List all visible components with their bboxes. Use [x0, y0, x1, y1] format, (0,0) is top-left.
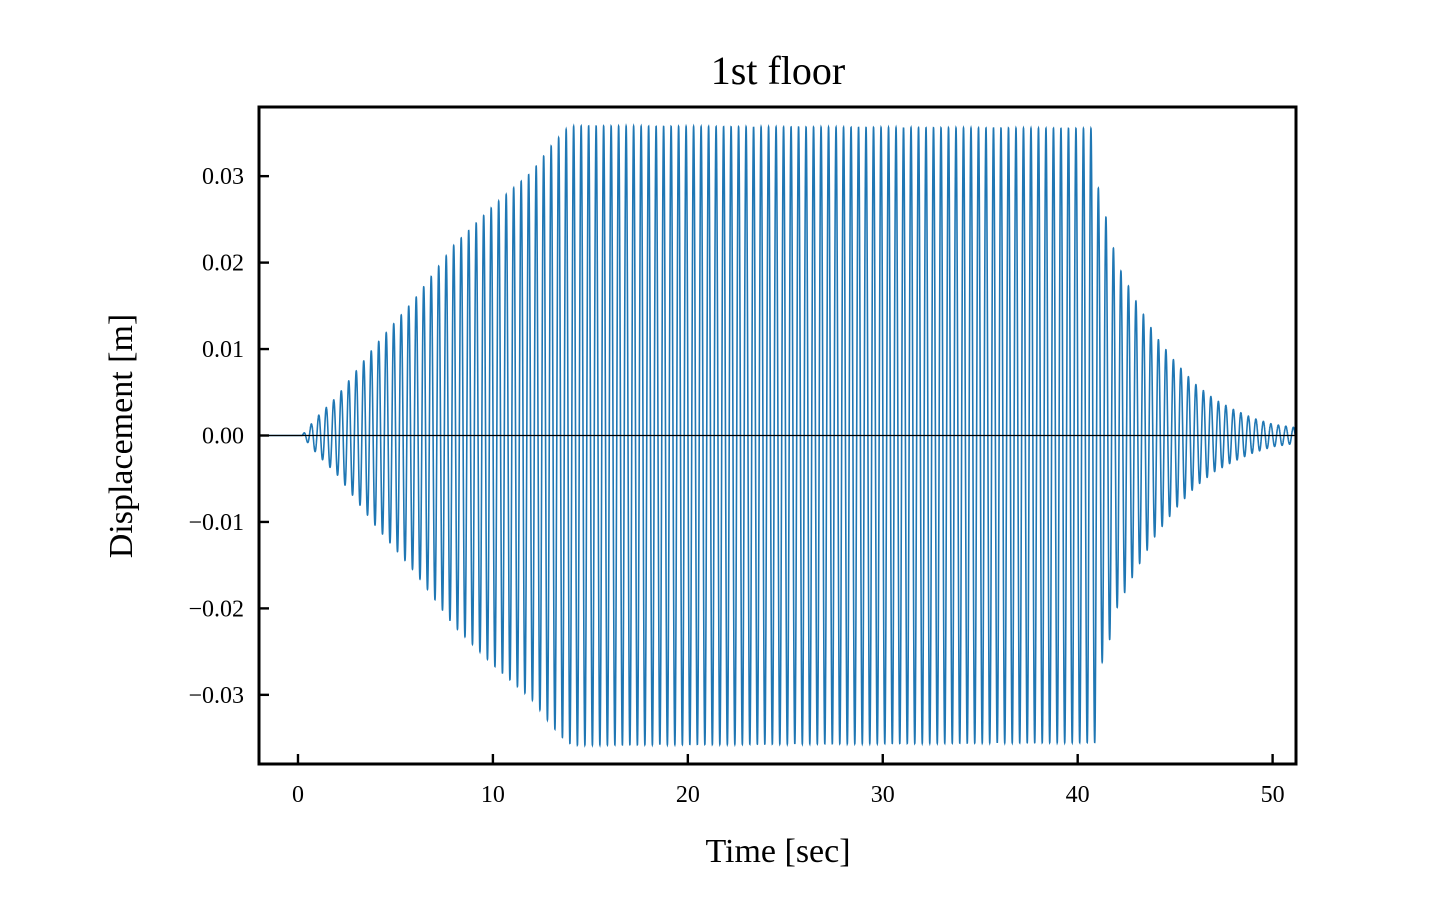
chart-title: 1st floor [711, 48, 845, 93]
y-tick-label: 0.01 [202, 337, 244, 363]
y-axis-ticks: 0.03 0.02 0.01 0.00 −0.01 −0.02 −0.03 [188, 164, 269, 709]
x-tick-label: 0 [292, 782, 304, 808]
x-tick-label: 30 [871, 782, 895, 808]
x-tick-label: 10 [481, 782, 505, 808]
y-tick-label: −0.02 [188, 596, 244, 622]
x-tick-label: 20 [676, 782, 700, 808]
series-line [259, 123, 1296, 748]
y-axis-label: Displacement [m] [103, 314, 140, 559]
plot-area [259, 123, 1296, 748]
x-tick-label: 40 [1066, 782, 1090, 808]
y-tick-label: 0.03 [202, 164, 244, 190]
y-tick-label: −0.01 [188, 510, 244, 536]
y-tick-label: 0.02 [202, 251, 244, 277]
y-tick-label: 0.00 [202, 424, 244, 450]
x-axis-ticks: 0 10 20 30 40 50 [292, 754, 1285, 808]
x-tick-label: 50 [1261, 782, 1285, 808]
y-tick-label: −0.03 [188, 683, 244, 709]
x-axis-label: Time [sec] [705, 833, 850, 870]
